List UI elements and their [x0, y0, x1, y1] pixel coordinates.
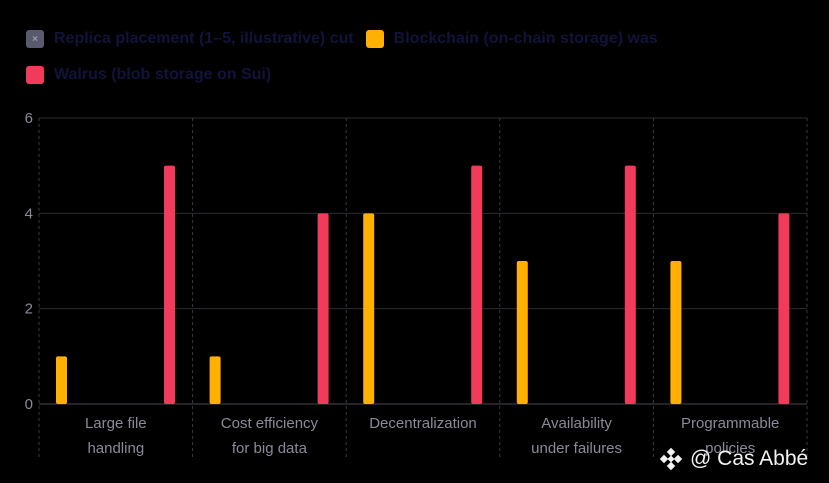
bar-series-3-cat-2: [317, 213, 329, 404]
bar-series-3-cat-4: [624, 165, 636, 404]
y-tick-label: 6: [25, 110, 33, 127]
legend-row-2: Walrus (blob storage on Sui): [26, 64, 816, 86]
bar-series-3-cat-3: [471, 165, 483, 404]
x-category-label: Cost efficiency: [221, 415, 319, 432]
legend-item-series-3[interactable]: Walrus (blob storage on Sui): [26, 66, 271, 84]
bar-series-2-cat-2: [209, 356, 221, 404]
bar-series-2-cat-3: [363, 213, 375, 404]
y-tick-label: 0: [25, 396, 33, 413]
bar-series-3-cat-5: [778, 213, 790, 404]
legend-swatch-series-3: [26, 66, 44, 84]
x-category-label: Decentralization: [369, 415, 477, 432]
bar-series-2-cat-4: [516, 261, 528, 404]
legend-label-series-3: Walrus (blob storage on Sui): [54, 66, 272, 83]
x-category-label: handling: [87, 440, 144, 457]
legend-label-series-2: Blockchain (on-chain storage) was: [393, 30, 658, 47]
watermark: @ Cas Abbé: [658, 446, 808, 472]
x-category-label: policies: [705, 440, 755, 457]
x-category-label: under failures: [531, 440, 622, 457]
legend-row-1: × Replica placement (1–5, illustrative) …: [26, 28, 816, 50]
binance-logo-icon: [659, 447, 683, 471]
bar-series-3-cat-1: [164, 165, 175, 404]
bar-series-2-cat-5: [670, 261, 682, 404]
x-category-label: Availability: [541, 415, 612, 432]
legend: × Replica placement (1–5, illustrative) …: [26, 28, 816, 100]
y-tick-label: 4: [25, 205, 33, 222]
legend-swatch-series-2: [365, 30, 384, 48]
legend-label-series-1: Replica placement (1–5, illustrative) cu…: [54, 30, 354, 47]
x-category-label: Programmable: [681, 415, 779, 432]
legend-swatch-series-1: ×: [26, 30, 44, 48]
watermark-text: @ Cas Abbé: [690, 447, 809, 470]
x-category-label: Large file: [85, 415, 147, 432]
x-category-label: for big data: [232, 440, 308, 457]
legend-item-series-1[interactable]: × Replica placement (1–5, illustrative) …: [26, 30, 354, 48]
bar-series-2-cat-1: [56, 356, 67, 404]
legend-item-series-2[interactable]: Blockchain (on-chain storage) was: [365, 30, 658, 48]
y-tick-label: 2: [25, 301, 33, 318]
